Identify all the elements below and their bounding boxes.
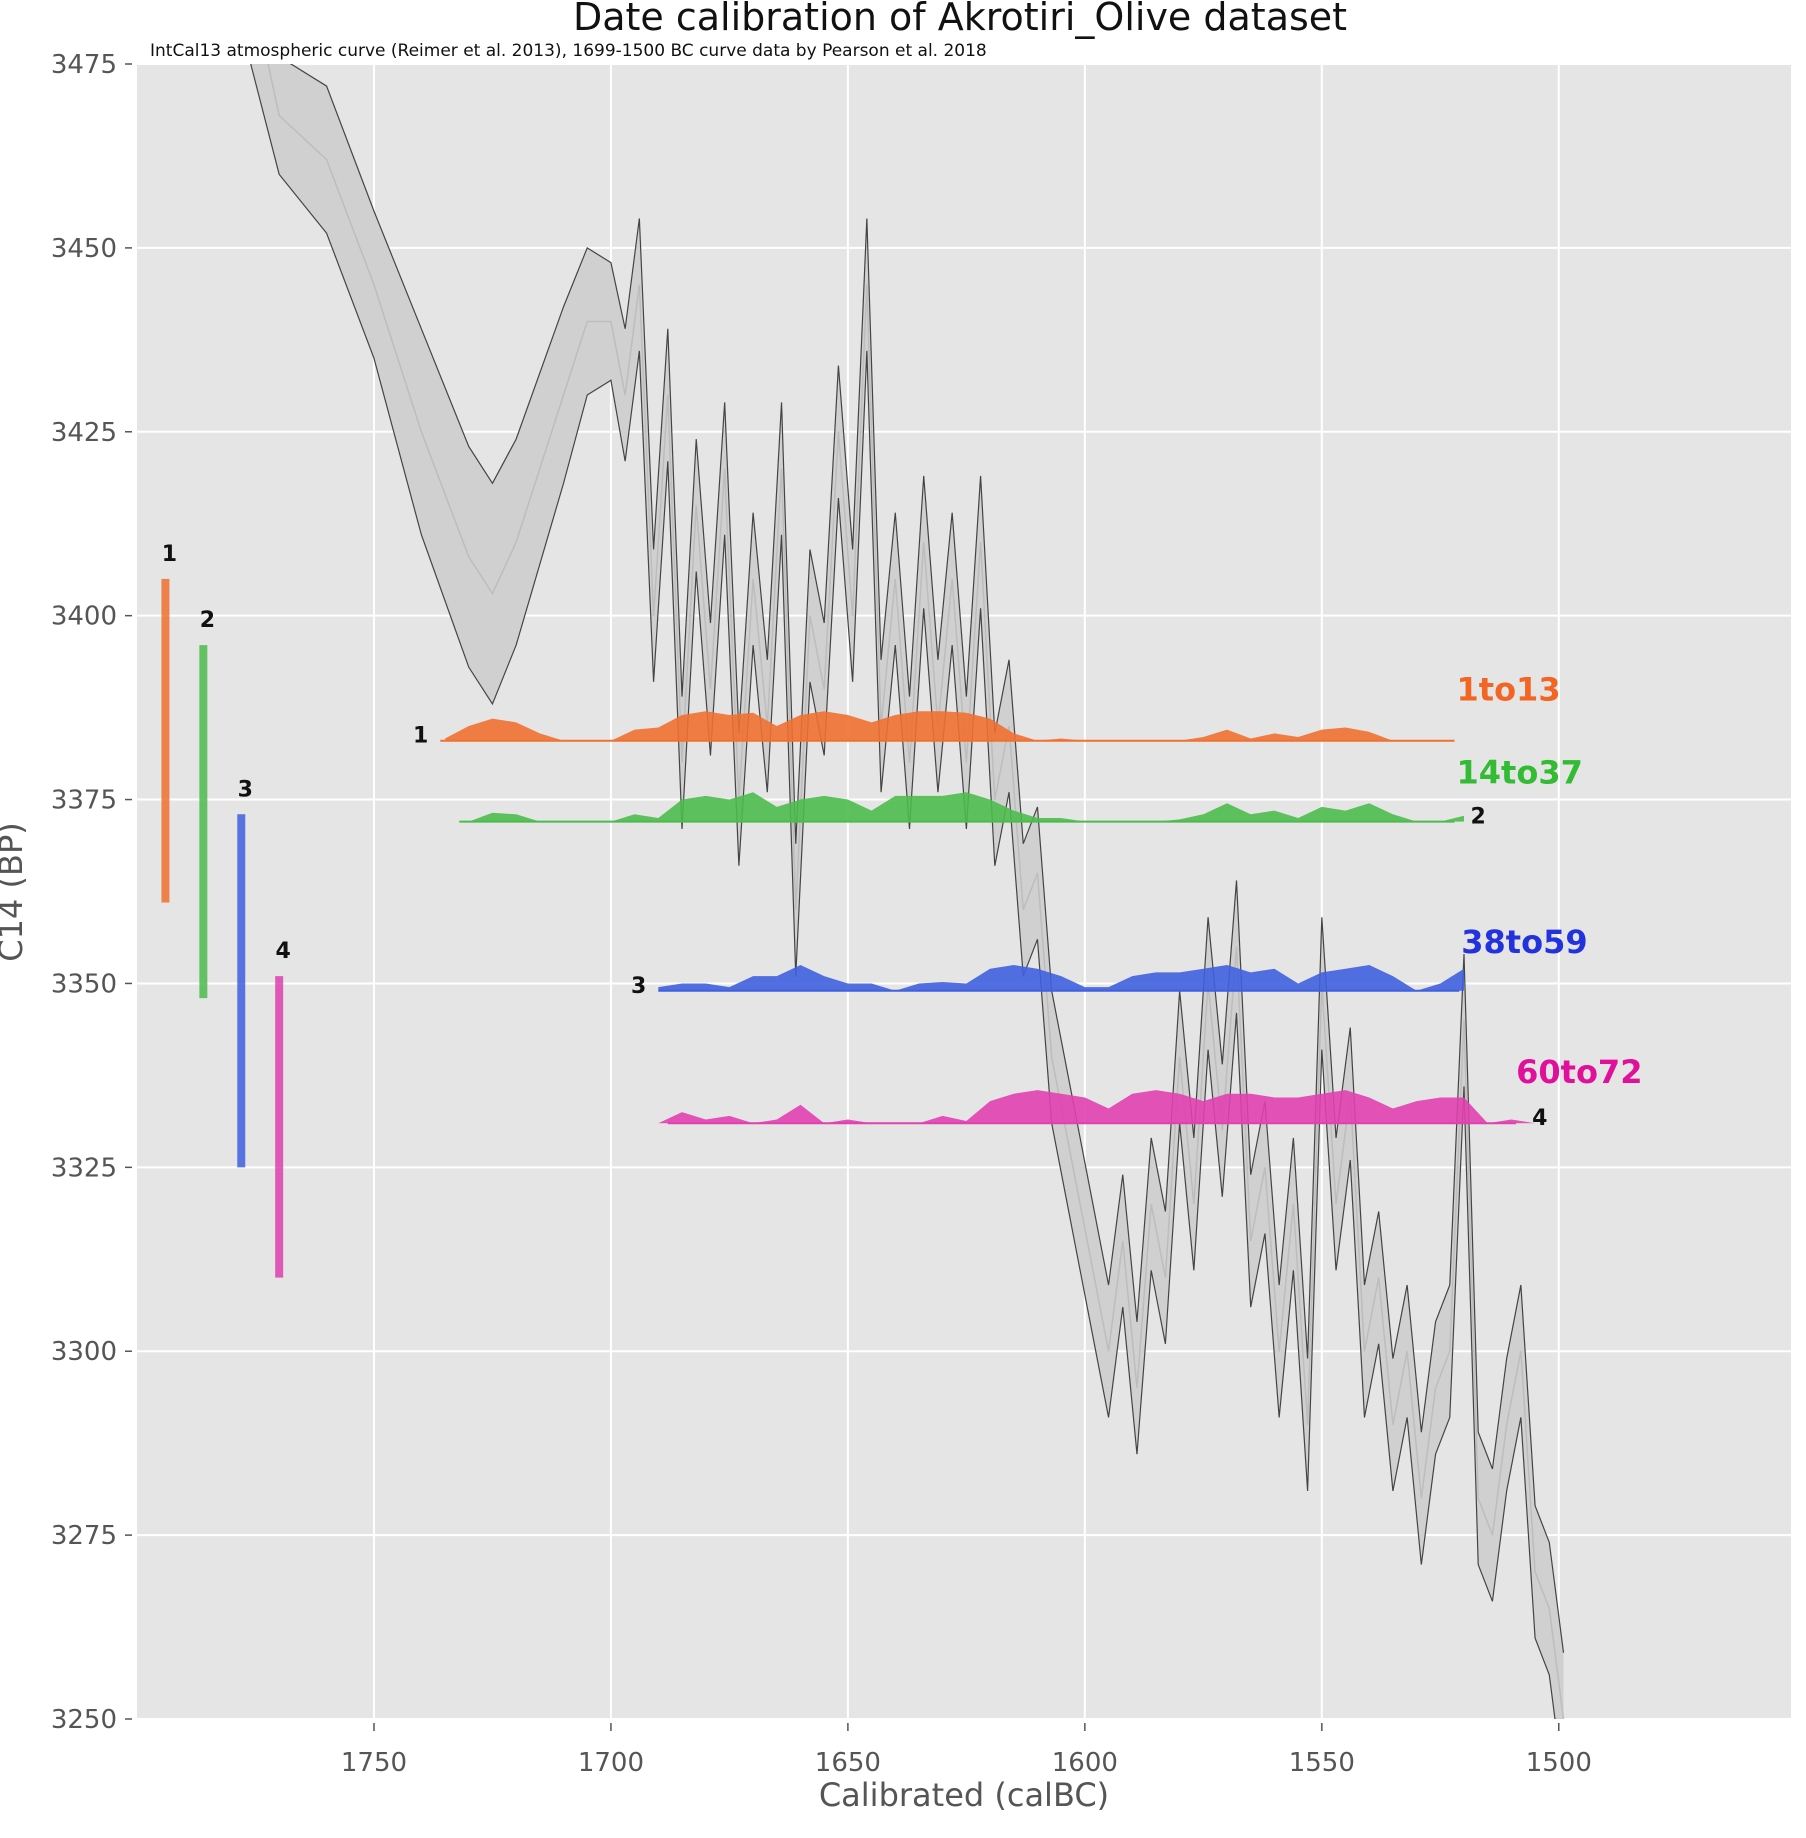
series-name-label: 14to37 (1457, 754, 1583, 792)
density-area (658, 965, 1464, 991)
y-tick-label: 3300 (51, 1337, 117, 1367)
series-38to59: 3 3 38to59 (237, 777, 1588, 1168)
distribution-number: 4 (1532, 1106, 1547, 1131)
density-area (445, 711, 1464, 741)
x-tick-label: 1550 (1289, 1748, 1355, 1778)
range-bar-number: 3 (238, 777, 253, 802)
y-tick-label: 3475 (51, 50, 117, 80)
x-tick-label: 1600 (1052, 1748, 1118, 1778)
chart-title: Date calibration of Akrotiri_Olive datas… (573, 0, 1347, 39)
range-bar-number: 4 (276, 939, 291, 964)
series-14to37: 2 2 14to37 (199, 608, 1583, 999)
range-bar-number: 1 (162, 542, 177, 567)
series-group: 1 1 1to13 2 2 14to37 3 3 38to59 4 4 60to72 (161, 542, 1642, 1278)
series-1to13: 1 1 1to13 (161, 542, 1561, 903)
distribution-number: 2 (1471, 805, 1486, 830)
y-tick-label: 3375 (51, 786, 117, 816)
y-tick-label: 3325 (51, 1153, 117, 1183)
y-axis-label: C14 (BP) (0, 822, 30, 961)
density-area (445, 792, 1464, 822)
y-tick-label: 3275 (51, 1521, 117, 1551)
x-tick-label: 1650 (815, 1748, 881, 1778)
calibration-upper-edge (289, 64, 1565, 1653)
y-tick-label: 3400 (51, 602, 117, 632)
y-tick-label: 3450 (51, 234, 117, 264)
chart-subtitle: IntCal13 atmospheric curve (Reimer et al… (150, 41, 987, 61)
series-name-label: 60to72 (1516, 1053, 1642, 1091)
axis-ticks: 1750 1700 1650 1600 1550 1500 3250 3275 3300 3325… (51, 50, 1592, 1778)
density-area (658, 1090, 1536, 1124)
y-tick-label: 3350 (51, 969, 117, 999)
calibration-lower-edge (250, 64, 1556, 1719)
y-tick-label: 3250 (51, 1705, 117, 1735)
y-tick-label: 3425 (51, 418, 117, 448)
x-tick-label: 1700 (578, 1748, 644, 1778)
x-axis-label: Calibrated (calBC) (819, 1776, 1109, 1814)
x-tick-label: 1750 (341, 1748, 407, 1778)
series-name-label: 1to13 (1457, 671, 1561, 709)
series-60to72: 4 4 60to72 (275, 939, 1642, 1278)
range-bar-number: 2 (200, 608, 215, 633)
distribution-number: 1 (413, 724, 428, 749)
distribution-number: 3 (631, 974, 646, 999)
series-name-label: 38to59 (1461, 923, 1587, 961)
x-tick-label: 1500 (1526, 1748, 1592, 1778)
